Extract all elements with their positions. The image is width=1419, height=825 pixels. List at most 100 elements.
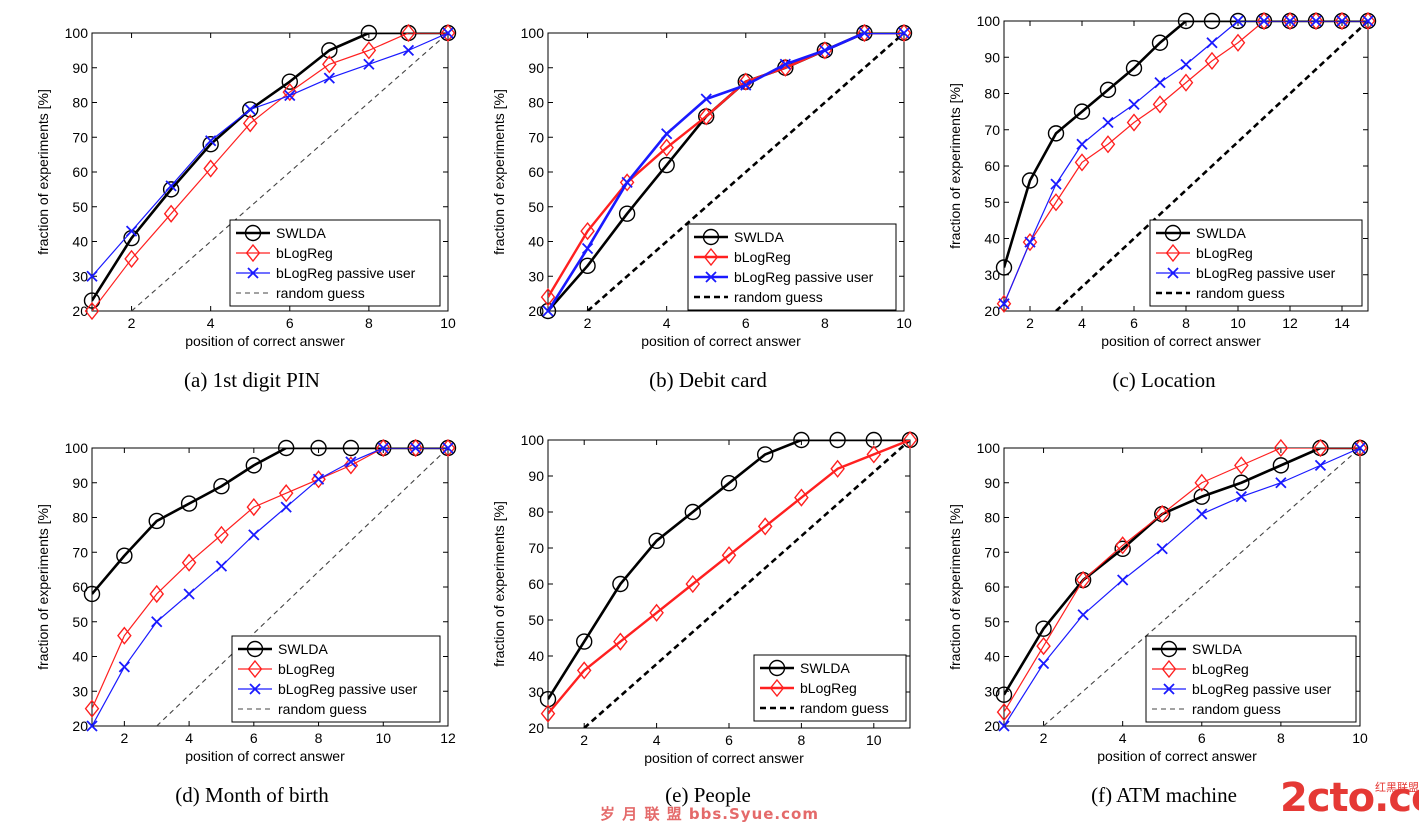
- y-tick-label: 100: [65, 440, 89, 456]
- legend-label: bLogReg: [734, 249, 791, 265]
- data-point: [1282, 11, 1298, 31]
- y-tick-label: 50: [984, 194, 1000, 210]
- data-point: [1354, 442, 1366, 454]
- data-point: [793, 431, 810, 449]
- data-point: [576, 633, 593, 650]
- series-line: [1004, 448, 1360, 726]
- legend-label: random guess: [734, 289, 823, 305]
- series-swlda: [548, 440, 910, 700]
- legend: SWLDA bLogReg bLogReg passive user random g…: [231, 635, 441, 723]
- data-point: [1204, 51, 1220, 70]
- data-point: [361, 41, 377, 60]
- data-point: [242, 114, 258, 133]
- series-markers: [84, 23, 456, 321]
- y-tick-label: 60: [72, 164, 88, 180]
- data-point: [360, 24, 378, 42]
- series-line: [583, 440, 910, 728]
- y-axis-label: fraction of experiments [%]: [491, 501, 507, 667]
- series-blogreg-passive-user: [92, 33, 448, 277]
- chart-1: 2 4 6 8 10 20 30 40 50 60 70 80 90 100 position of cor…: [491, 23, 913, 392]
- data-point: [375, 438, 391, 458]
- data-point: [165, 180, 177, 192]
- data-point: [440, 23, 456, 43]
- legend-marker: [1160, 640, 1178, 658]
- data-point: [1235, 491, 1247, 503]
- data-point: [117, 626, 132, 645]
- series-blogreg: [92, 448, 448, 709]
- legend-label: bLogReg passive user: [1192, 681, 1332, 697]
- data-point: [409, 442, 422, 454]
- data-point: [1048, 193, 1064, 212]
- data-point: [757, 446, 774, 463]
- y-axis-label: fraction of experiments [%]: [35, 504, 51, 670]
- legend-marker: [247, 267, 259, 279]
- data-point: [345, 456, 357, 468]
- y-tick-label: 70: [984, 544, 1000, 560]
- legend-box: [753, 654, 907, 722]
- y-tick-label: 40: [984, 649, 1000, 665]
- series-markers: [998, 442, 1366, 732]
- y-tick-label: 80: [72, 510, 88, 526]
- data-point: [896, 23, 912, 43]
- data-point: [1308, 11, 1324, 31]
- data-point: [323, 72, 335, 84]
- legend-label: SWLDA: [1192, 641, 1242, 657]
- chart-2: 2 4 6 8 10 12 14 20 30 40 50 60 70 80 90 100 position of…: [947, 11, 1377, 392]
- series-line: [1004, 21, 1368, 268]
- legend-label: bLogReg passive user: [1196, 265, 1336, 281]
- data-point: [1194, 473, 1210, 492]
- y-tick-label: 20: [528, 303, 544, 319]
- y-tick-label: 90: [528, 468, 544, 484]
- x-tick-label: 10: [1352, 730, 1368, 746]
- x-tick-label: 6: [725, 732, 733, 748]
- data-point: [576, 661, 592, 680]
- legend-label: SWLDA: [276, 225, 326, 241]
- y-tick-label: 60: [72, 579, 88, 595]
- x-axis-label: position of correct answer: [185, 333, 345, 349]
- x-tick-label: 10: [866, 732, 882, 748]
- y-tick-label: 50: [72, 614, 88, 630]
- series-blogreg: [92, 33, 448, 311]
- y-tick-label: 70: [528, 129, 544, 145]
- legend-label: SWLDA: [734, 229, 784, 245]
- x-tick-label: 6: [1130, 315, 1138, 331]
- data-point: [858, 27, 871, 39]
- legend-marker: [244, 224, 262, 242]
- y-tick-label: 90: [984, 49, 1000, 65]
- data-point: [1154, 76, 1166, 89]
- data-point: [794, 488, 809, 507]
- data-point: [1177, 12, 1195, 30]
- legend-marker: [1167, 267, 1179, 279]
- series-blogreg: [1004, 21, 1368, 304]
- y-tick-label: 80: [984, 86, 1000, 102]
- x-tick-label: 4: [185, 730, 193, 746]
- data-point: [619, 173, 635, 192]
- y-axis-label: fraction of experiments [%]: [491, 89, 507, 255]
- y-tick-label: 40: [984, 231, 1000, 247]
- watermark-logo-small: 红黑联盟: [1375, 781, 1419, 794]
- x-tick-label: 8: [798, 732, 806, 748]
- legend-label: bLogReg: [278, 661, 335, 677]
- data-point: [342, 439, 360, 457]
- series-random-guess: [1055, 21, 1368, 311]
- data-point: [151, 616, 163, 628]
- data-point: [1360, 11, 1376, 31]
- data-point: [83, 585, 101, 603]
- data-point: [1036, 636, 1051, 656]
- data-point: [721, 546, 737, 565]
- series-markers: [542, 27, 910, 317]
- chart-caption: (a) 1st digit PIN: [184, 368, 320, 392]
- data-point: [248, 529, 260, 541]
- data-point: [205, 135, 217, 147]
- data-point: [118, 661, 131, 673]
- data-point: [580, 221, 595, 241]
- legend-label: SWLDA: [1196, 225, 1246, 241]
- data-point: [1256, 11, 1272, 31]
- data-point: [1232, 15, 1244, 27]
- y-tick-label: 60: [528, 576, 544, 592]
- data-point: [830, 459, 845, 478]
- y-tick-label: 30: [72, 268, 88, 284]
- data-point: [402, 44, 415, 57]
- data-point: [1152, 95, 1168, 114]
